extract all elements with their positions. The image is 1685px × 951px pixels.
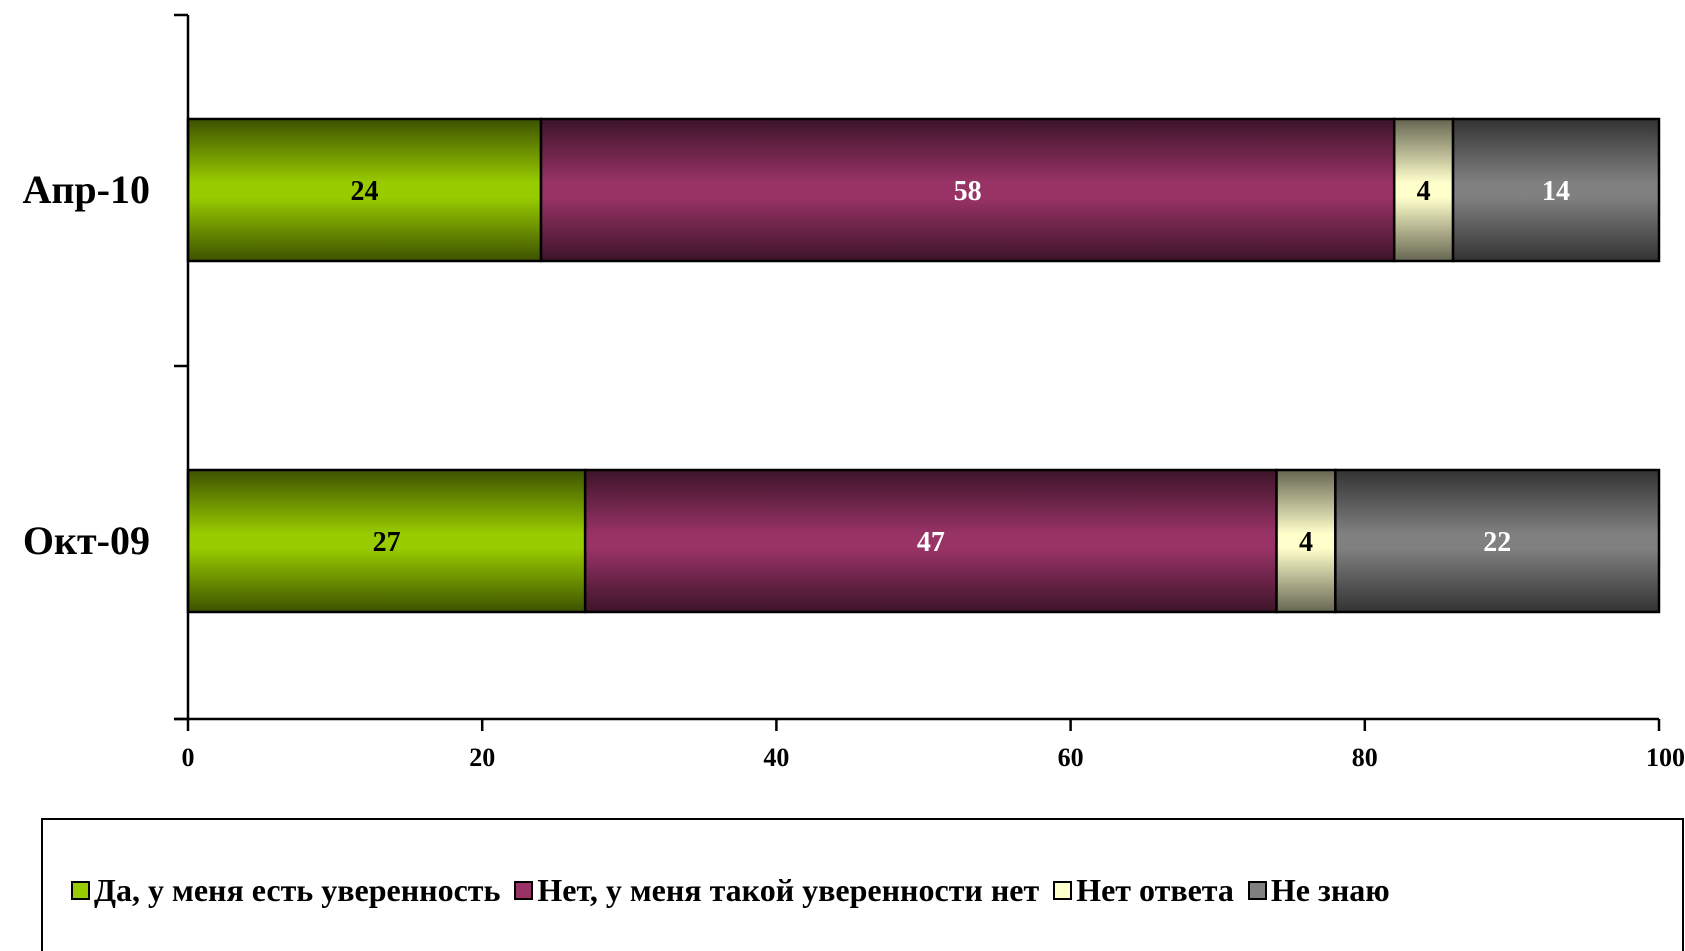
data-label: 27: [373, 527, 401, 558]
x-tick-label: 40: [763, 743, 789, 772]
legend-item: Нет ответа: [1053, 872, 1234, 909]
legend-items: Да, у меня есть уверенность Нет, у меня т…: [71, 872, 1404, 909]
bar-segment: [583, 468, 1278, 614]
bar-segment: [1275, 468, 1337, 614]
legend-swatch: [514, 881, 534, 900]
legend-label: Да, у меня есть уверенность: [94, 872, 501, 908]
stacked-bar-chart: 24 58 4 14 Апр-10 27 47 4 22 Окт-09 0 20 40 60 80 100: [23, 13, 1685, 772]
legend-swatch: [1247, 881, 1267, 900]
x-tick-label: 20: [469, 743, 495, 772]
legend-label: Нет, у меня такой уверенности нет: [537, 872, 1040, 908]
data-label: 47: [917, 527, 945, 558]
bar-segment: [186, 117, 543, 263]
axes-layer: [174, 13, 1661, 731]
bar-segment: [1334, 468, 1661, 614]
bars-layer: [186, 117, 1661, 614]
legend-swatch: [71, 881, 90, 900]
bar-segment: [186, 468, 587, 614]
data-label: 24: [351, 176, 379, 207]
data-label: 4: [1417, 176, 1431, 207]
labels-layer: 24 58 4 14 Апр-10 27 47 4 22 Окт-09 0 20 40 60 80 100: [23, 167, 1685, 772]
x-tick-label: 100: [1646, 743, 1685, 772]
data-label: 4: [1299, 527, 1313, 558]
data-label: 58: [954, 176, 982, 207]
category-label: Окт-09: [23, 518, 150, 563]
legend-item: Не знаю: [1247, 872, 1390, 909]
x-tick-label: 80: [1352, 743, 1378, 772]
legend-swatch: [1053, 881, 1073, 900]
legend-item: Нет, у меня такой уверенности нет: [514, 872, 1039, 909]
legend: Да, у меня есть уверенность Нет, у меня т…: [41, 818, 1684, 951]
bar-segment: [1451, 117, 1661, 263]
legend-label: Нет ответа: [1076, 872, 1234, 908]
bar-segment: [1392, 117, 1455, 263]
data-label: 14: [1542, 176, 1570, 207]
legend-item: Да, у меня есть уверенность: [71, 872, 500, 909]
bar-segment: [539, 117, 1396, 263]
x-tick-label: 0: [182, 743, 195, 772]
data-label: 22: [1483, 527, 1511, 558]
category-label: Апр-10: [23, 167, 151, 212]
legend-label: Не знаю: [1270, 872, 1390, 908]
x-tick-label: 60: [1058, 743, 1084, 772]
